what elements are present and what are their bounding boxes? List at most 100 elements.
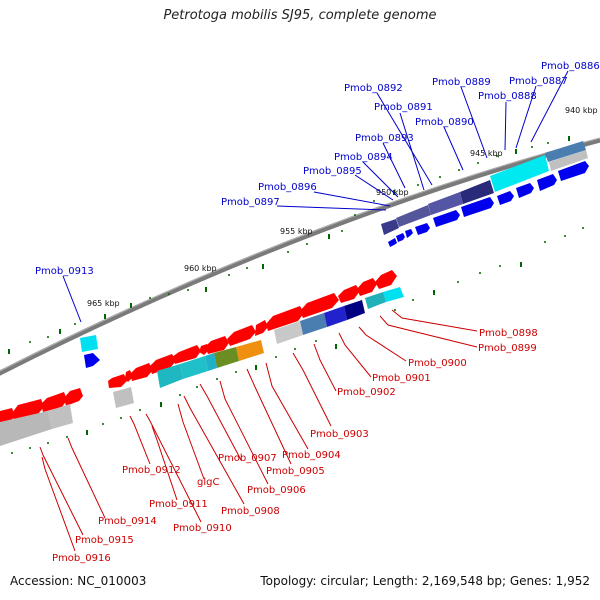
genome-backbone-highlight [0, 137, 600, 372]
minor-tick [294, 348, 296, 350]
gene-label-pmob-0904[interactable]: Pmob_0904 [282, 450, 341, 461]
cog-block [324, 306, 347, 327]
leader-line [276, 205, 387, 211]
gene-label-pmob-0888[interactable]: Pmob_0888 [478, 91, 537, 102]
cog-block [274, 321, 303, 344]
gene-label-pmob-0903[interactable]: Pmob_0903 [310, 429, 369, 440]
gene-label-pmob-0906[interactable]: Pmob_0906 [247, 485, 306, 496]
gene-arrow[interactable] [388, 238, 397, 247]
gene-label-pmob-0907[interactable]: Pmob_0907 [218, 453, 277, 464]
leader-line [313, 191, 391, 207]
gene-label-pmob-0910[interactable]: Pmob_0910 [173, 523, 232, 534]
gene-arrow[interactable] [433, 210, 460, 227]
gene-arrow[interactable] [227, 325, 256, 346]
cog-block [214, 347, 239, 368]
minor-tick [246, 267, 248, 269]
gene-label-pmob-0890[interactable]: Pmob_0890 [415, 117, 474, 128]
minor-tick [479, 272, 481, 274]
gene-arrow[interactable] [266, 306, 304, 331]
gene-label-pmob-0897[interactable]: Pmob_0897 [221, 197, 280, 208]
gene-arrow[interactable] [149, 354, 176, 374]
minor-tick [341, 230, 343, 232]
scale-label: 965 kbp [87, 299, 120, 308]
minor-tick [496, 155, 498, 157]
minor-tick [168, 293, 170, 295]
gene-label-pmob-0899[interactable]: Pmob_0899 [478, 343, 537, 354]
gene-label-pmob-0916[interactable]: Pmob_0916 [52, 553, 111, 564]
leader-line [379, 315, 478, 348]
gene-label-pmob-0905[interactable]: Pmob_0905 [266, 466, 325, 477]
gene-arrow[interactable] [415, 223, 430, 235]
gene-arrow[interactable] [357, 278, 377, 296]
gene-label-pmob-0908[interactable]: Pmob_0908 [221, 506, 280, 517]
leader-line [145, 413, 202, 523]
scale-tick [255, 365, 257, 370]
minor-ticks [11, 142, 584, 454]
minor-tick [354, 214, 356, 216]
gene-arrow[interactable] [84, 353, 100, 368]
gene-label-pmob-0902[interactable]: Pmob_0902 [337, 387, 396, 398]
gene-label-pmob-0912[interactable]: Pmob_0912 [122, 465, 181, 476]
minor-tick [477, 162, 479, 164]
gene-arrow[interactable] [64, 388, 83, 406]
gene-label-pmob-0892[interactable]: Pmob_0892 [344, 83, 403, 94]
genome-backbone [0, 137, 600, 376]
cog-block [396, 205, 431, 227]
leader-line [129, 415, 151, 465]
accession-label: Accession: NC_010003 [10, 574, 147, 588]
gene-label-pmob-0901[interactable]: Pmob_0901 [372, 373, 431, 384]
cog-block [344, 300, 365, 320]
cog-block [205, 353, 217, 371]
gene-label-pmob-0894[interactable]: Pmob_0894 [334, 152, 393, 163]
leader-line [151, 425, 178, 501]
scale-tick [433, 290, 435, 295]
leader-line [362, 161, 399, 198]
gene-label-pmob-0914[interactable]: Pmob_0914 [98, 516, 157, 527]
gene-arrow[interactable] [375, 270, 397, 289]
minor-tick [315, 340, 317, 342]
gene-arrow[interactable] [497, 191, 514, 205]
minor-tick [149, 297, 151, 299]
gene-label-pmob-0891[interactable]: Pmob_0891 [374, 102, 433, 113]
gene-arrow[interactable] [172, 345, 201, 364]
gene-arrow[interactable] [461, 197, 494, 217]
gene-label-glgc[interactable]: glgC [197, 477, 219, 488]
gene-arrow[interactable] [199, 344, 209, 355]
gene-label-pmob-0896[interactable]: Pmob_0896 [258, 182, 317, 193]
minor-tick [439, 176, 441, 178]
gene-arrow[interactable] [338, 285, 360, 303]
gene-arrow[interactable] [255, 320, 268, 336]
leader-line [313, 343, 337, 392]
gene-arrow[interactable] [405, 229, 413, 238]
minor-tick [457, 281, 459, 283]
gene-label-pmob-0889[interactable]: Pmob_0889 [432, 77, 491, 88]
minor-tick [66, 436, 68, 438]
gene-arrow[interactable] [108, 374, 127, 388]
gene-arrow[interactable] [125, 370, 133, 382]
gene-arrow[interactable] [130, 363, 153, 381]
gene-label-pmob-0900[interactable]: Pmob_0900 [408, 358, 467, 369]
minor-tick [564, 235, 566, 237]
gene-arrow[interactable] [516, 183, 534, 198]
gene-label-pmob-0911[interactable]: Pmob_0911 [149, 499, 208, 510]
scale-tick [335, 344, 337, 349]
gene-label-pmob-0915[interactable]: Pmob_0915 [75, 535, 134, 546]
minor-tick [412, 299, 414, 301]
scale-label: 960 kbp [184, 264, 217, 273]
gene-arrow[interactable] [12, 399, 44, 421]
minor-tick [120, 417, 122, 419]
gene-arrow[interactable] [300, 293, 339, 318]
gene-label-pmob-0887[interactable]: Pmob_0887 [509, 76, 568, 87]
gene-label-pmob-0886[interactable]: Pmob_0886 [541, 61, 600, 72]
gene-arrow[interactable] [41, 392, 67, 412]
gene-arrow[interactable] [537, 174, 557, 191]
gene-label-pmob-0895[interactable]: Pmob_0895 [303, 166, 362, 177]
leader-line [460, 86, 488, 159]
gene-arrow[interactable] [205, 336, 229, 354]
gene-arrow[interactable] [558, 161, 589, 181]
gene-label-pmob-0913[interactable]: Pmob_0913 [35, 266, 94, 277]
cog-block [381, 219, 399, 235]
gene-label-pmob-0898[interactable]: Pmob_0898 [479, 328, 538, 339]
gene-arrow[interactable] [396, 233, 405, 242]
gene-label-pmob-0893[interactable]: Pmob_0893 [355, 133, 414, 144]
